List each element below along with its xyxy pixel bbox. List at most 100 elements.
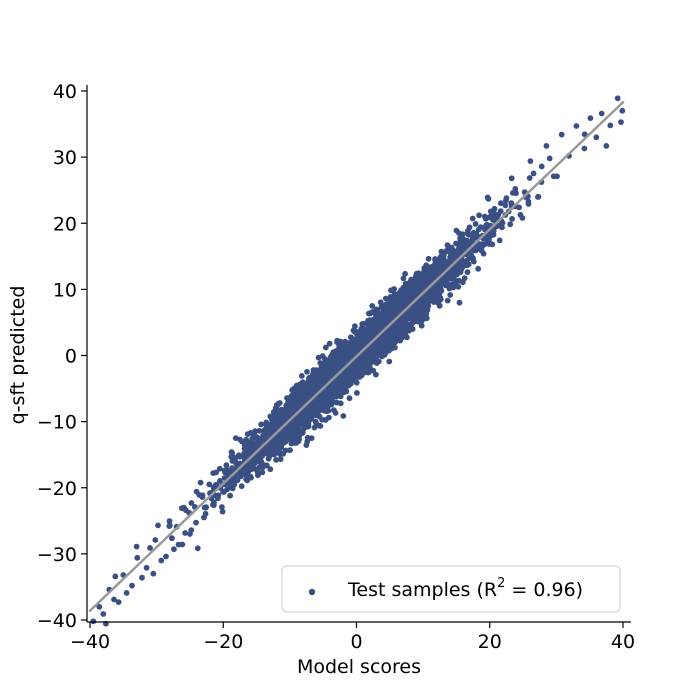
- sample-point: [269, 416, 275, 423]
- data-point: [90, 618, 97, 625]
- sample-point: [357, 356, 364, 363]
- sample-point: [282, 447, 289, 454]
- sample-point: [491, 205, 498, 212]
- data-point: [587, 115, 594, 121]
- sample-point: [203, 504, 209, 511]
- sample-point: [360, 362, 366, 368]
- sample-point: [343, 350, 349, 357]
- sample-point: [446, 259, 452, 265]
- sample-point: [400, 275, 407, 282]
- sample-point: [244, 467, 251, 474]
- sample-point: [219, 504, 225, 510]
- data-point: [166, 523, 173, 529]
- data-point: [546, 155, 553, 162]
- data-point: [211, 499, 217, 506]
- legend: Test samples (R2 = 0.96): [281, 565, 621, 613]
- sample-point: [409, 310, 416, 317]
- sample-point: [394, 305, 400, 311]
- sample-point: [453, 267, 460, 274]
- sample-point: [483, 215, 489, 222]
- sample-point: [244, 473, 251, 479]
- sample-point: [419, 306, 426, 313]
- sample-point: [166, 518, 173, 524]
- sample-point: [263, 421, 270, 428]
- sample-point: [370, 358, 376, 365]
- y-tick-label: 10: [53, 279, 77, 301]
- sample-point: [507, 221, 514, 228]
- data-point: [598, 110, 605, 117]
- sample-point: [277, 456, 284, 463]
- data-point: [481, 241, 488, 248]
- data-point: [139, 574, 145, 581]
- data-point: [496, 237, 503, 244]
- data-point: [535, 193, 542, 200]
- sample-point: [259, 435, 265, 442]
- sample-point: [530, 170, 537, 177]
- sample-point: [323, 401, 330, 407]
- sample-point: [354, 390, 360, 396]
- sample-point: [278, 444, 285, 451]
- x-axis-label: Model scores: [297, 656, 421, 678]
- x-tick-label: −40: [70, 631, 110, 653]
- sample-point: [325, 407, 332, 414]
- sample-point: [298, 373, 305, 379]
- data-point: [508, 175, 515, 182]
- y-tick-label: −20: [37, 478, 77, 500]
- sample-point: [354, 332, 361, 338]
- sample-point: [227, 492, 234, 499]
- sample-point: [287, 447, 293, 454]
- sample-point: [438, 248, 445, 255]
- sample-point: [306, 376, 312, 382]
- sample-point: [526, 175, 533, 181]
- sample-point: [461, 275, 468, 282]
- sample-point: [374, 349, 380, 355]
- data-point: [619, 107, 626, 114]
- sample-point: [347, 342, 354, 349]
- legend-marker: [308, 588, 316, 596]
- data-point: [206, 481, 213, 488]
- sample-point: [332, 410, 339, 416]
- data-point: [470, 258, 477, 265]
- sample-point: [275, 400, 282, 407]
- sample-point: [381, 346, 388, 353]
- sample-point: [342, 382, 348, 388]
- sample-point: [308, 435, 315, 442]
- sample-point: [379, 338, 385, 345]
- sample-point: [276, 449, 283, 456]
- sample-point: [237, 470, 243, 477]
- sample-point: [379, 304, 385, 310]
- sample-point: [340, 413, 347, 419]
- data-point: [163, 553, 169, 560]
- sample-point: [298, 398, 304, 405]
- sample-point: [340, 388, 347, 394]
- legend-box: [281, 565, 621, 613]
- sample-point: [312, 418, 319, 425]
- sample-point: [459, 242, 466, 249]
- sample-point: [182, 530, 189, 536]
- sample-point: [229, 450, 236, 456]
- sample-point: [259, 469, 266, 476]
- sample-point: [437, 256, 444, 262]
- sample-point: [425, 255, 432, 262]
- sample-point: [348, 375, 354, 382]
- sample-point: [338, 340, 345, 346]
- data-point: [123, 590, 130, 596]
- sample-point: [485, 233, 492, 240]
- sample-point: [287, 427, 294, 434]
- sample-point: [244, 431, 251, 437]
- sample-point: [478, 247, 485, 254]
- sample-point: [258, 421, 265, 428]
- sample-point: [486, 241, 492, 247]
- sample-point: [386, 310, 393, 317]
- sample-point: [293, 420, 300, 427]
- sample-point: [431, 262, 437, 269]
- data-point: [201, 514, 207, 521]
- data-point: [150, 570, 157, 577]
- data-point: [538, 163, 545, 170]
- sample-point: [294, 386, 300, 393]
- sample-point: [356, 374, 363, 380]
- sample-point: [422, 312, 428, 319]
- sample-point: [259, 462, 266, 468]
- sample-point: [456, 260, 463, 267]
- sample-point: [323, 395, 330, 402]
